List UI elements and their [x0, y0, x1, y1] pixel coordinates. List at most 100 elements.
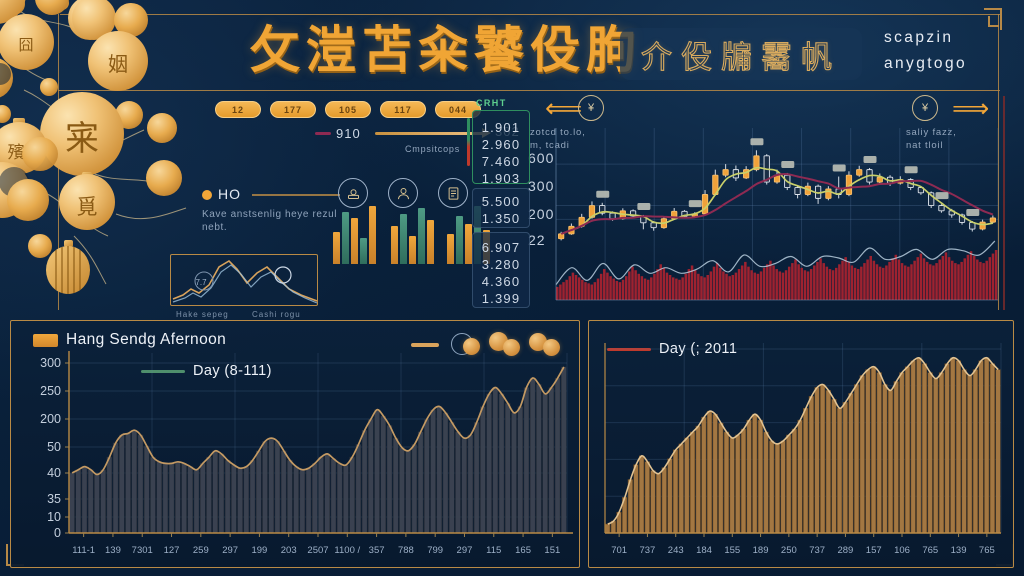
filter-pill-5[interactable]: 044	[435, 101, 481, 118]
volume-bar	[787, 266, 791, 300]
candle-body[interactable]	[558, 233, 565, 240]
candle-body[interactable]	[722, 169, 729, 176]
slider-value-left: 910	[336, 126, 361, 141]
volume-bar	[806, 271, 810, 300]
frame-line-top	[60, 14, 1000, 16]
volume-bar	[894, 254, 898, 300]
x-axis-tick-label: 139	[105, 545, 121, 556]
corner-bracket-top-right	[984, 8, 1002, 30]
area-bar	[112, 442, 119, 534]
volume-bar	[747, 266, 750, 300]
volume-bar	[803, 270, 807, 300]
area-bar	[933, 378, 939, 534]
legend-item-line[interactable]: Day (8-111)	[141, 363, 272, 379]
candle-body[interactable]	[794, 187, 801, 195]
nav-text-left-line1: zotcd to.lo,	[530, 127, 586, 138]
legend-item-day-2011[interactable]: Day (; 2011	[607, 341, 737, 357]
legend-deco-line	[411, 343, 439, 347]
volume-bar	[562, 282, 565, 300]
candle-body[interactable]	[609, 212, 616, 220]
brand-line-1: scapzin	[884, 29, 954, 46]
camera-icon[interactable]	[338, 178, 368, 208]
legend-item-bar[interactable]: Hang Sendg Afernoon	[33, 331, 226, 349]
candlestick-chart-svg[interactable]	[520, 92, 1008, 314]
mini-line-chart[interactable]: 7.7	[170, 254, 318, 306]
area-bar	[193, 469, 200, 534]
svg-text:7.7: 7.7	[195, 278, 207, 287]
volume-bar	[800, 267, 804, 300]
candle-body[interactable]	[753, 155, 760, 171]
area-bar	[706, 410, 713, 534]
volume-bar	[809, 269, 813, 300]
numeric-value: 1.903	[481, 171, 521, 186]
x-axis-tick-label: 139	[951, 545, 967, 556]
area-bar	[656, 473, 662, 534]
area-bar	[231, 464, 237, 534]
day-2011-panel: Day (; 2011 701 737 243 184 155 189 250 737 289 1…	[588, 320, 1014, 568]
coin-icon-left[interactable]: ¥	[578, 95, 604, 121]
page-title: 攵溰苫籴饕伇朐	[250, 22, 642, 78]
area-bar	[137, 434, 144, 534]
area-bar	[882, 384, 888, 534]
candle-body[interactable]	[979, 221, 986, 230]
filter-pill-1[interactable]: 12	[215, 101, 261, 118]
candle-body[interactable]	[701, 194, 709, 215]
area-bar	[237, 467, 243, 534]
candle-body[interactable]	[938, 205, 945, 212]
area-bar	[667, 458, 673, 534]
candle-body[interactable]	[650, 222, 657, 229]
area-bar	[480, 406, 486, 534]
area-bar	[187, 466, 194, 534]
volume-bar	[944, 252, 948, 300]
filter-pill-4[interactable]: 117	[380, 101, 426, 118]
volume-bar	[907, 266, 910, 300]
area-bar	[224, 460, 231, 534]
area-bar	[786, 434, 792, 534]
numeric-value: 1.399	[481, 291, 521, 306]
mini-chart-caption-right: Cashi rogu	[252, 310, 301, 319]
volume-bar	[571, 272, 575, 300]
volume-bar	[762, 267, 766, 300]
slider-track[interactable]	[375, 132, 485, 135]
volume-bar	[825, 266, 829, 300]
area-bar	[859, 375, 865, 534]
numeric-group-3: 6.907 3.280 4.360 1.399	[472, 232, 530, 308]
volume-bar	[819, 258, 822, 300]
document-icon[interactable]	[438, 178, 468, 208]
area-bar	[961, 369, 967, 534]
person-icon[interactable]	[388, 178, 418, 208]
filter-pill-3[interactable]: 105	[325, 101, 371, 118]
volume-bar	[916, 257, 920, 300]
volume-bar	[728, 276, 731, 300]
coin-icon-right[interactable]: ¥	[912, 95, 938, 121]
volume-bar	[653, 273, 656, 300]
volume-bar	[568, 276, 572, 300]
volume-bar	[885, 265, 888, 300]
volume-bar	[769, 260, 772, 300]
volume-bar	[910, 264, 913, 300]
candle-body[interactable]	[856, 169, 863, 176]
volume-bar	[856, 269, 860, 300]
x-axis-tick-label: 788	[398, 545, 414, 556]
volume-bar	[872, 260, 876, 300]
numeric-value: 1.901	[481, 120, 521, 135]
area-bar	[361, 429, 368, 534]
numeric-readout-column: CRHT 1.901 2.960 7.460 1.903 5.500 1.350…	[466, 98, 532, 310]
candle-body[interactable]	[876, 176, 883, 183]
candles-ytick-300: 300	[528, 178, 555, 194]
day-2011-area-chart-svg[interactable]: 701 737 243 184 155 189 250 737 289 157 106 765 139 7…	[589, 321, 1015, 569]
candle-body[interactable]	[989, 217, 996, 223]
area-bar	[944, 363, 950, 534]
arrow-right-icon[interactable]: ⟹	[952, 93, 990, 123]
x-axis-tick-label: 151	[544, 545, 560, 556]
area-bar	[536, 384, 542, 534]
volume-bar	[731, 275, 735, 300]
area-bar	[330, 458, 337, 534]
volume-bar	[850, 265, 854, 300]
x-axis-tick-label: 155	[724, 545, 740, 556]
volume-bar	[828, 269, 832, 300]
hang-seng-area-chart-svg[interactable]: 300 250 200 50 40 35 10 0 111-1 139 7301 127 259 297 1…	[11, 321, 581, 569]
panel-body-text: Kave anstsenlig heye rezul nebt.	[202, 209, 338, 233]
filter-pill-2[interactable]: 177	[270, 101, 316, 118]
arrow-left-icon[interactable]: ⟸	[545, 93, 583, 123]
